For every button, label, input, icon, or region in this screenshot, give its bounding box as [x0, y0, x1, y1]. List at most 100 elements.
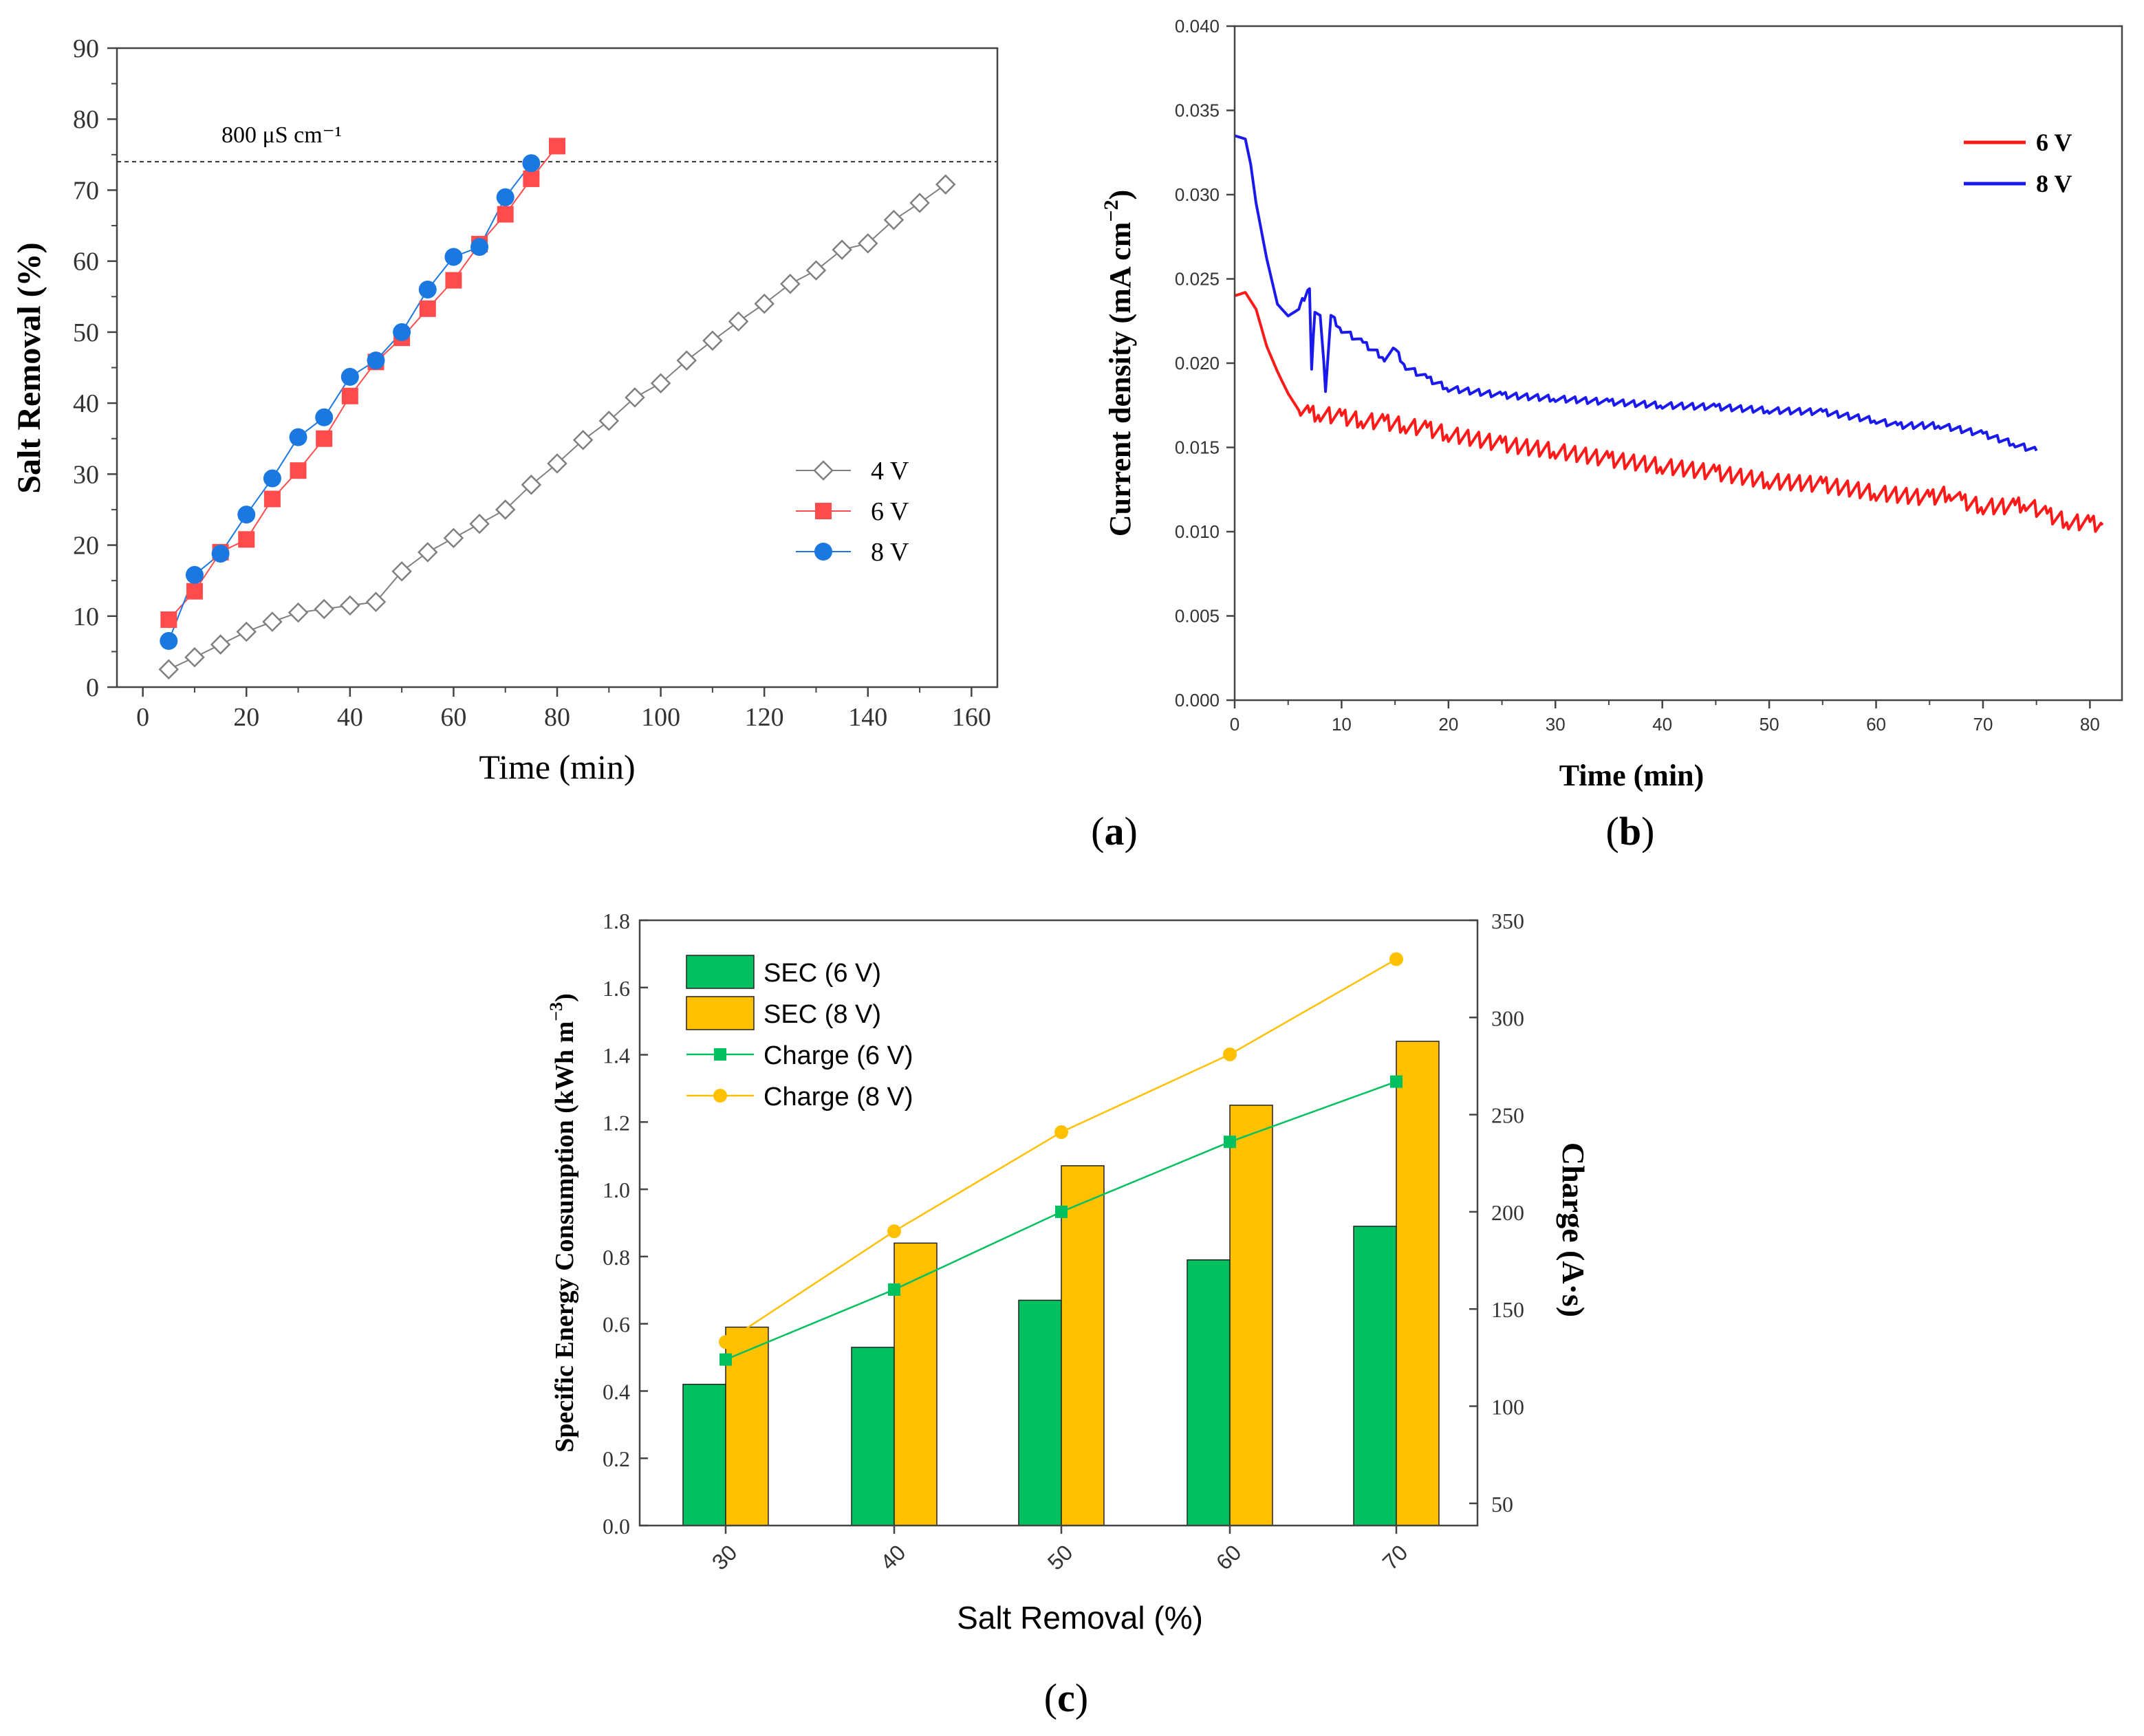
panel-c-legend-marker	[714, 1048, 726, 1061]
panel-a-point	[186, 583, 203, 600]
panel-a-point	[289, 428, 307, 446]
panel-a-point	[522, 154, 541, 173]
panel-b-legend-label: 8 V	[2036, 170, 2072, 197]
panel-a-point	[883, 210, 905, 230]
panel-a-point	[262, 611, 283, 632]
panel-a-point	[909, 193, 930, 213]
panel-a-point	[521, 475, 542, 495]
panel-a-label: (a)	[1091, 809, 1138, 854]
panel-c-ytick-left-label: 0.0	[603, 1514, 630, 1539]
panel-c-ytick-right-label: 200	[1491, 1200, 1524, 1225]
panel-a-series-line	[168, 184, 946, 671]
panel-c-bar	[1396, 1041, 1440, 1526]
panel-c-ytick-right-label: 300	[1491, 1006, 1524, 1030]
panel-c-ytick-right-label: 150	[1491, 1297, 1524, 1322]
panel-a-legend-label: 6 V	[871, 497, 909, 526]
panel-a-point	[367, 351, 385, 370]
panel-a-point	[598, 411, 620, 431]
panel-a-xtick-label: 80	[544, 703, 570, 732]
panel-c-bar	[1018, 1299, 1062, 1526]
panel-a-xtick-label: 100	[641, 703, 680, 732]
panel-c-legend-label: SEC (8 V)	[764, 1000, 881, 1029]
panel-c-ytick-right-label: 50	[1491, 1492, 1513, 1517]
panel-b-series-line	[1234, 134, 2038, 452]
panel-b-ytick-label: 0.030	[1175, 184, 1220, 205]
panel-a-point	[443, 528, 464, 549]
panel-a-point	[857, 233, 878, 254]
panel-a-ytick-label: 40	[73, 389, 99, 418]
panel-a-point	[625, 387, 645, 408]
panel-a-point	[470, 238, 489, 257]
panel-a-point	[832, 239, 852, 260]
panel-b-xtick-label: 40	[1652, 714, 1672, 735]
panel-c-ytick-left-label: 1.4	[603, 1043, 630, 1068]
panel-a-ytick-label: 70	[73, 176, 99, 205]
panel-c-ytick-left-label: 0.6	[603, 1312, 630, 1337]
panel-b-xtick-label: 70	[1973, 714, 1993, 735]
panel-b-ytick-label: 0.010	[1175, 521, 1220, 542]
panel-c-xtick-label: 40	[876, 1540, 911, 1575]
panel-c-xtick-label: 30	[707, 1540, 742, 1575]
panel-a-point	[210, 634, 231, 655]
panel-a-point	[263, 469, 281, 488]
panel-c-ytick-right-label: 250	[1491, 1103, 1524, 1128]
panel-b-ytick-label: 0.025	[1175, 269, 1220, 290]
panel-a-ytick-label: 60	[73, 248, 99, 276]
panel-c-xlabel: Salt Removal (%)	[957, 1600, 1203, 1636]
panel-c-legend: SEC (6 V) SEC (8 V) Charge (6 V) Charge (8 …	[686, 955, 913, 1111]
panel-c-bar	[725, 1326, 769, 1526]
panel-a-legend: 4 V 6 V 8 V	[796, 457, 909, 567]
panel-a-point	[496, 188, 515, 206]
panel-a-legend-marker	[814, 543, 832, 561]
panel-a-point	[263, 490, 281, 508]
panel-a-point	[340, 367, 359, 386]
panel-a-point	[547, 453, 567, 474]
panel-a-ytick-label: 30	[73, 460, 99, 489]
panel-b-xtick-label: 0	[1230, 714, 1239, 735]
panel-a-series-line	[168, 145, 558, 620]
panel-c-frame	[638, 919, 1479, 1527]
panel-b-ytick-label: 0.005	[1175, 606, 1220, 627]
panel-a-ylabel: Salt Removal (%)	[11, 242, 47, 493]
panel-b-frame	[1233, 25, 2123, 702]
panel-a-ytick-label: 0	[86, 673, 99, 702]
panel-a-ytick-label: 80	[73, 105, 99, 134]
panel-a-reference-label: 800 μS cm⁻¹	[221, 122, 342, 148]
panel-a-point	[237, 506, 256, 524]
panel-a-point	[676, 350, 697, 371]
panel-a-point	[935, 174, 956, 195]
panel-a-legend-label: 8 V	[871, 538, 909, 567]
panel-a-xtick-label: 60	[440, 703, 466, 732]
panel-b-xtick-label: 60	[1866, 714, 1886, 735]
panel-a-point	[780, 273, 801, 294]
panel-a-point	[469, 513, 490, 534]
panel-c-charge-point	[1224, 1136, 1236, 1149]
panel-b-ylabel: Current density (mA cm−2)	[1100, 190, 1137, 536]
panel-b-xtick-label: 50	[1759, 714, 1779, 735]
panel-a-point	[444, 248, 463, 266]
panel-b-series-line	[1234, 291, 2104, 533]
panel-b: 0 10 20 30 40 50 60 70 80 0.000 0.005 0.010 0.015 0.0…	[1100, 16, 2123, 854]
panel-c-bar	[1353, 1226, 1397, 1526]
panel-c-charge-point	[1223, 1047, 1237, 1061]
panel-c-legend-marker	[713, 1089, 727, 1103]
panel-c-bar	[851, 1347, 895, 1526]
panel-a-point	[523, 170, 540, 187]
panel-a-point	[702, 330, 723, 351]
panel-c-ytick-right-label: 350	[1491, 909, 1524, 933]
panel-c-xtick-label: 70	[1378, 1540, 1413, 1575]
panel-a-point	[445, 272, 462, 289]
panel-c-legend-swatch	[686, 996, 755, 1030]
panel-a-point	[495, 499, 516, 520]
panel-a-ytick-label: 90	[73, 34, 99, 63]
panel-b-ytick-label: 0.040	[1175, 16, 1220, 36]
panel-a-legend-marker	[813, 460, 834, 481]
panel-c-ytick-left-label: 1.0	[603, 1178, 630, 1202]
panel-c-charge-point	[1389, 952, 1403, 966]
panel-b-ytick-label: 0.015	[1175, 437, 1220, 458]
panel-b-ytick-label: 0.000	[1175, 690, 1220, 710]
panel-a-point	[160, 631, 178, 650]
panel-c: 0.0 0.2 0.4 0.6 0.8 1.0 1.2 1.4 1.6 1.8 50 100 150 20…	[546, 909, 1591, 1720]
panel-a-xtick-label: 160	[952, 703, 991, 732]
